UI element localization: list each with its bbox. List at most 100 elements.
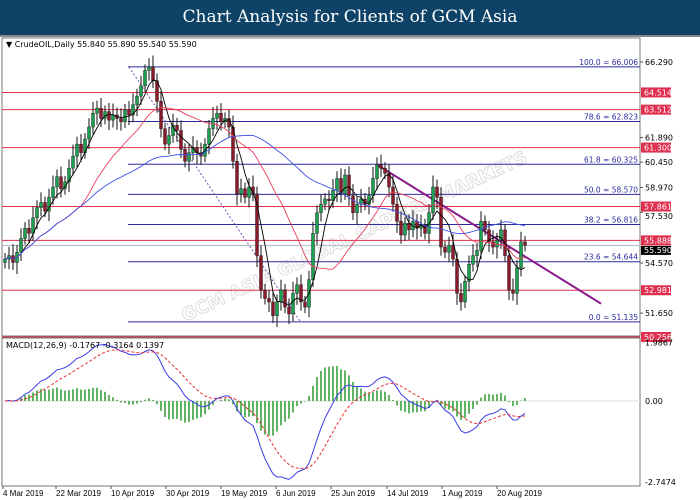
watermark-text: GCM ASIA GLOBAL CAPITAL MARKETS (178, 147, 530, 326)
candle (395, 203, 399, 222)
candle (455, 258, 459, 294)
candle (487, 229, 491, 243)
macd-y-tick-label: 0.00 (645, 397, 663, 406)
y-tick-label: 51.650 (645, 309, 673, 318)
candle (295, 284, 299, 294)
chart-symbol-label: ▼ CrudeOIL,Daily 55.840 55.890 55.540 55… (6, 40, 197, 49)
candle (323, 198, 327, 205)
candle (523, 241, 527, 246)
candle (275, 301, 279, 316)
candle (119, 118, 123, 123)
price-tag-label: 64.514 (644, 88, 672, 97)
candle (215, 113, 219, 119)
price-tag (641, 285, 671, 296)
price-tag-label: 57.861 (644, 203, 672, 212)
fibonacci-label: 100.0 = 66.006 (579, 58, 638, 67)
fibonacci-label: 61.8 = 60.325 (584, 155, 638, 164)
x-tick-label: 6 Jun 2019 (276, 489, 316, 498)
candle (371, 178, 375, 196)
candle (311, 233, 315, 280)
x-tick-label: 20 Aug 2019 (497, 489, 542, 498)
price-tag-label: 55.888 (644, 236, 672, 245)
candle (375, 164, 379, 179)
fibonacci-anchor-line (128, 66, 302, 323)
candle (135, 95, 139, 105)
candle (219, 113, 223, 123)
candle (3, 258, 7, 263)
candle (287, 306, 291, 315)
candle (79, 143, 83, 153)
candle (343, 174, 347, 195)
candle (175, 125, 179, 131)
candle (255, 193, 259, 256)
y-tick-label: 57.530 (645, 212, 673, 221)
candle (383, 167, 387, 174)
candle (283, 289, 287, 308)
candle (107, 111, 111, 121)
candle (391, 186, 395, 205)
candle (183, 149, 187, 162)
candle (87, 126, 91, 140)
candle (71, 155, 75, 169)
macd-y-tick-label: 1.9867 (645, 339, 673, 348)
fibonacci-label: 38.2 = 56.816 (584, 215, 638, 224)
signal-line (4, 349, 526, 470)
candle (95, 107, 99, 114)
candle (447, 245, 451, 253)
y-tick-label: 54.570 (645, 259, 673, 268)
candle (259, 255, 263, 291)
candle (479, 221, 483, 251)
x-tick-label: 25 Jun 2019 (331, 489, 376, 498)
candle (475, 250, 479, 256)
candle (515, 267, 519, 294)
x-tick-label: 30 Apr 2019 (166, 489, 210, 498)
price-pane (1, 37, 641, 337)
candle (399, 221, 403, 236)
price-tag-label: 63.512 (644, 106, 672, 115)
candle (499, 229, 503, 241)
x-tick-label: 14 Jul 2019 (387, 489, 429, 498)
candle (75, 143, 79, 157)
current-price-tag (641, 245, 671, 255)
candle (423, 224, 427, 234)
candle (267, 298, 271, 303)
candle (387, 173, 391, 188)
candle (51, 186, 55, 198)
candle (339, 178, 343, 195)
candle (435, 186, 439, 198)
candle (335, 178, 339, 191)
fibonacci-label: 50.0 = 58.570 (584, 185, 638, 194)
candle (299, 284, 303, 303)
candle (271, 301, 275, 316)
candle (467, 263, 471, 282)
divider (0, 35, 700, 37)
candle (483, 221, 487, 231)
candle (459, 293, 463, 303)
candle (451, 245, 455, 260)
y-tick-label: 61.890 (645, 133, 673, 142)
candle (327, 198, 331, 201)
fibonacci-label: 78.6 = 62.823 (584, 112, 638, 121)
page-title: Chart Analysis for Clients of GCM Asia (0, 0, 700, 35)
candle (159, 101, 163, 129)
candle (123, 109, 127, 123)
macd-y-tick-label: -2.7474 (645, 478, 676, 487)
fibonacci-label: 0.0 = 51.135 (589, 313, 638, 322)
x-tick-label: 10 Apr 2019 (111, 489, 155, 498)
candle (143, 70, 147, 87)
candle (35, 207, 39, 219)
candle (379, 164, 383, 169)
fibonacci-label: 23.6 = 54.644 (584, 253, 638, 262)
candle (351, 195, 355, 213)
candle (231, 126, 235, 162)
candle (239, 188, 243, 195)
candle (427, 212, 431, 234)
candle (167, 135, 171, 145)
x-tick-label: 1 Aug 2019 (442, 489, 483, 498)
x-tick-label: 22 Mar 2019 (56, 489, 101, 498)
candle (439, 197, 443, 248)
ma-slow-line (4, 134, 526, 260)
candle (319, 203, 323, 213)
ma-fast-line (4, 79, 526, 307)
ohlc-text: 55.840 55.890 55.540 55.590 (77, 40, 197, 49)
